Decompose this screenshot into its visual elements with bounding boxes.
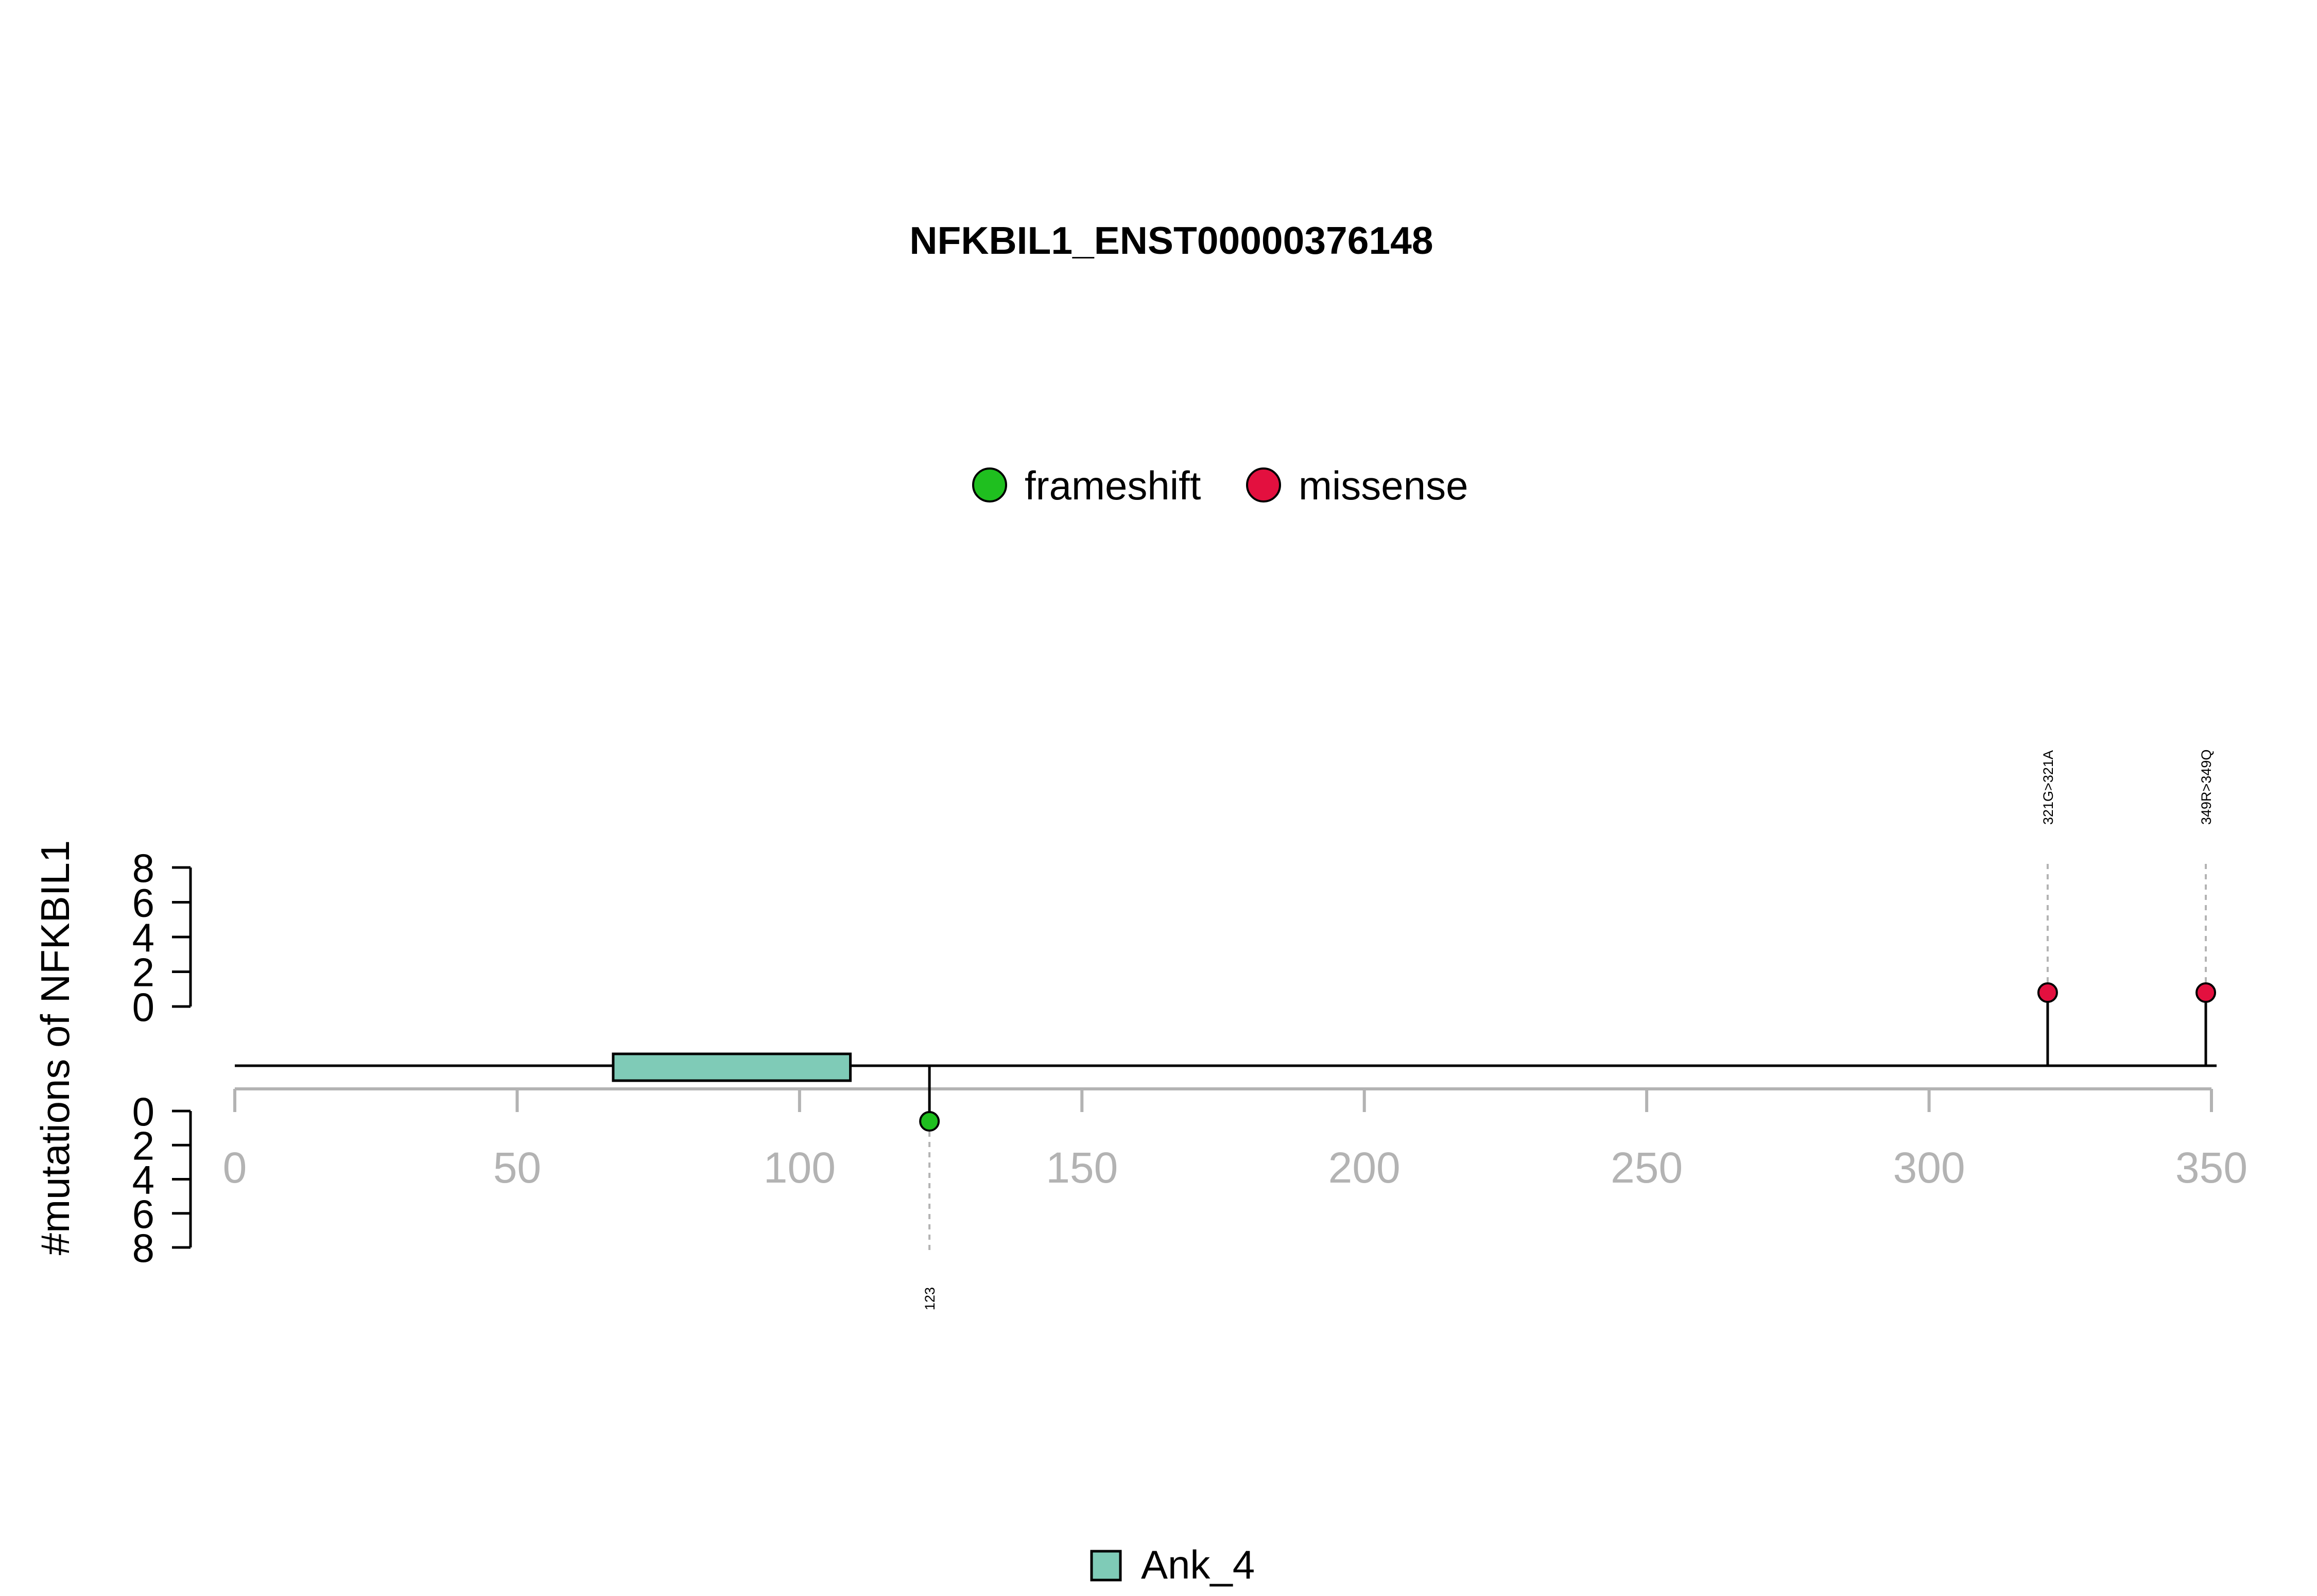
- domain-box-ank-4: [612, 1052, 852, 1082]
- legend-swatch-frameshift: [972, 467, 1007, 502]
- x-tick-label: 350: [2175, 1143, 2247, 1192]
- x-tick-label: 300: [1893, 1143, 1965, 1192]
- mutation-marker-missense: [2195, 982, 2217, 1003]
- mutation-label: 321G>321A: [2041, 750, 2056, 825]
- legend-label-ank4: Ank_4: [1141, 1542, 1255, 1587]
- x-tick-label: 200: [1328, 1143, 1400, 1192]
- y-tick-label: 0: [132, 1089, 154, 1134]
- legend-swatch-missense: [1246, 467, 1281, 502]
- x-tick-label: 100: [764, 1143, 836, 1192]
- chart-title: NFKBIL1_ENST00000376148: [909, 219, 1433, 262]
- legend-label-frameshift: frameshift: [1025, 463, 1201, 508]
- y-tick-label: 8: [132, 1225, 154, 1271]
- y-tick-label: 6: [132, 1191, 154, 1237]
- legend-bottom: Ank_4: [1090, 1542, 1255, 1587]
- legend-top: frameshift missense: [972, 463, 1468, 508]
- y-tick-label: 4: [132, 1157, 154, 1203]
- mutation-marker-missense: [2037, 982, 2058, 1003]
- mutation-label: 349R>349Q: [2199, 750, 2214, 825]
- y-tick-label: 2: [132, 1123, 154, 1168]
- y-tick-label: 6: [132, 880, 154, 926]
- y-tick-label: 0: [132, 984, 154, 1030]
- domain-boxes: [612, 1052, 852, 1082]
- y-axis-label: #mutations of NFKBIL1: [32, 840, 78, 1255]
- mutation-markers: [919, 982, 2217, 1132]
- mutation-label: 123: [922, 1287, 938, 1310]
- legend-label-missense: missense: [1299, 463, 1468, 508]
- x-tick-label: 250: [1611, 1143, 1683, 1192]
- y-tick-label: 2: [132, 950, 154, 995]
- x-axis-ticks: 0 50 100 150 200 250 300 350: [223, 1089, 2247, 1192]
- y-tick-label: 4: [132, 915, 154, 960]
- x-tick-label: 150: [1046, 1143, 1118, 1192]
- legend-swatch-ank4: [1090, 1550, 1122, 1582]
- mutation-labels: 123 321G>321A 349R>349Q: [922, 750, 2214, 1310]
- mutation-marker-frameshift: [919, 1111, 940, 1132]
- y-tick-label: 8: [132, 845, 154, 891]
- x-tick-label: 50: [493, 1143, 541, 1192]
- x-tick-label: 0: [223, 1143, 247, 1192]
- mutation-stems: [928, 860, 2207, 1251]
